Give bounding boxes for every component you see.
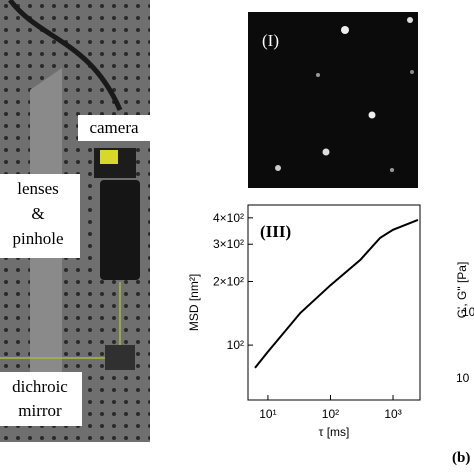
- photo-label: lenses: [17, 179, 59, 198]
- y-tick-label: 3×10²: [213, 237, 244, 251]
- chart: 10¹ 10² 10³ 10² 2×10² 3×10² 4×10² τ [ms] MSD [nm…: [187, 204, 421, 439]
- axis-label: G', G" [Pa]: [455, 262, 469, 319]
- y-tick-label: 4×10²: [213, 211, 244, 225]
- figure-label: (b): [452, 450, 470, 466]
- plot-frame: [247, 204, 421, 401]
- photo: camera lenses & pinhole dichroic mirror: [0, 0, 150, 442]
- photo-label: mirror: [18, 401, 62, 420]
- y-tick-label: 10²: [227, 338, 244, 352]
- y-axis-label: MSD [nm²]: [187, 274, 201, 331]
- photo-label: pinhole: [13, 229, 64, 248]
- panel-label: (III): [260, 222, 291, 241]
- partial-panel: G', G" [Pa] 10 10: [455, 262, 474, 385]
- y-tick-label: 2×10²: [213, 274, 244, 288]
- x-axis-label: τ [ms]: [319, 425, 350, 439]
- tick-label: 10: [456, 371, 470, 385]
- x-tick-label: 10²: [322, 407, 339, 421]
- tick-label: 10: [462, 305, 474, 319]
- data-line: [254, 218, 419, 369]
- microscope-image: (I): [248, 12, 418, 188]
- x-tick-label: 10³: [384, 407, 401, 421]
- panel-label: (I): [262, 31, 279, 50]
- photo-label: &: [31, 204, 44, 223]
- x-tick-label: 10¹: [259, 407, 276, 421]
- photo-label: dichroic: [12, 377, 68, 396]
- photo-label: camera: [89, 118, 139, 137]
